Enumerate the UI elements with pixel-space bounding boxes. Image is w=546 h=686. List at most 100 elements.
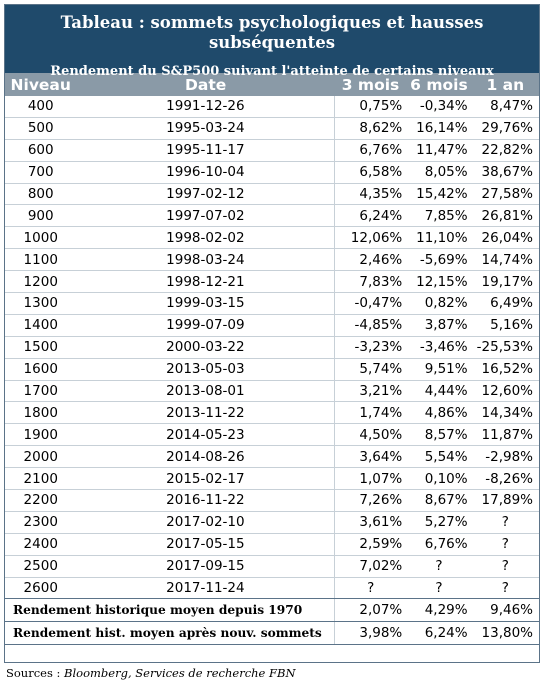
cell-1-an: 6,49% [471,292,539,315]
cell-6-mois: 4,86% [406,401,472,425]
summary-6-mois: 4,29% [406,598,472,623]
summary-3-mois: 2,07% [334,598,407,623]
cell-1-an: 11,87% [471,423,539,447]
table-row: 600 1995-11-17 6,76% 11,47% 22,82% [5,139,539,162]
cell-niveau: 600 [5,139,77,162]
cell-niveau: 2200 [5,489,77,512]
cell-date: 2014-08-26 [76,445,335,469]
table-row: 1900 2014-05-23 4,50% 8,57% 11,87% [5,423,539,447]
cell-3-mois: 6,76% [334,139,407,162]
cell-date: 2016-11-22 [76,489,335,512]
table-row: 1300 1999-03-15 -0,47% 0,82% 6,49% [5,292,539,315]
cell-1-an: 5,16% [471,314,539,337]
cell-niveau: 2000 [5,445,77,469]
cell-6-mois: ? [406,555,472,578]
table-row: 2500 2017-09-15 7,02%?? [5,555,539,578]
cell-3-mois: 3,61% [334,511,407,534]
table-row: 1600 2013-05-03 5,74% 9,51% 16,52% [5,358,539,381]
cell-niveau: 1500 [5,336,77,359]
cell-3-mois: 6,24% [334,204,407,228]
cell-3-mois: 1,07% [334,467,407,491]
cell-3-mois: 5,74% [334,358,407,381]
summary-6-mois: 6,24% [406,621,472,646]
table-row: 500 1995-03-24 8,62% 16,14% 29,76% [5,117,539,140]
cell-niveau: 2100 [5,467,77,491]
cell-6-mois: 6,76% [406,533,472,556]
cell-1-an: 8,47% [471,96,539,118]
sources-note: Sources : Bloomberg, Services de recherc… [6,666,296,680]
cell-1-an: 26,81% [471,204,539,228]
table-row: 1400 1999-07-09 -4,85% 3,87% 5,16% [5,314,539,337]
summary-row: Rendement hist. moyen après nouv. sommet… [5,621,539,646]
cell-3-mois: 0,75% [334,96,407,118]
cell-date: 1991-12-26 [76,96,335,118]
column-header-3-mois: 3 mois [341,75,400,94]
cell-1-an: 14,74% [471,248,539,272]
cell-3-mois: ? [334,577,407,600]
cell-date: 2015-02-17 [76,467,335,491]
table-subtitle: Rendement du S&P500 suivant l'atteinte d… [50,64,494,79]
cell-1-an: 29,76% [471,117,539,140]
cell-6-mois: 5,27% [406,511,472,534]
cell-niveau: 2300 [5,511,77,534]
cell-6-mois: 0,82% [406,292,472,315]
sources-text: Bloomberg, Services de recherche FBN [64,666,296,680]
cell-date: 1997-07-02 [76,204,335,228]
cell-1-an: 12,60% [471,380,539,403]
table-row: 2000 2014-08-26 3,64% 5,54% -2,98% [5,445,539,469]
table-card: Tableau : sommets psychologiques et haus… [4,4,540,663]
table-row: 700 1996-10-04 6,58% 8,05% 38,67% [5,161,539,184]
column-header-row: Niveau Date 3 mois 6 mois 1 an [5,73,539,96]
cell-6-mois: 5,54% [406,445,472,469]
summary-3-mois: 3,98% [334,621,407,646]
cell-6-mois: 15,42% [406,183,472,206]
cell-niveau: 400 [5,96,77,118]
cell-6-mois: 11,47% [406,139,472,162]
cell-1-an: -2,98% [471,445,539,469]
cell-1-an: 26,04% [471,226,539,250]
table-row: 2300 2017-02-10 3,61% 5,27%? [5,511,539,534]
cell-niveau: 1700 [5,380,77,403]
cell-6-mois: 7,85% [406,204,472,228]
summary-1-an: 13,80% [471,621,539,646]
column-header-niveau: Niveau [10,75,71,94]
sources-label: Sources : [6,666,65,680]
cell-3-mois: 3,64% [334,445,407,469]
title-block: Tableau : sommets psychologiques et haus… [5,5,539,79]
table-row: 1800 2013-11-22 1,74% 4,86% 14,34% [5,401,539,425]
cell-niveau: 1000 [5,226,77,250]
cell-date: 2013-08-01 [76,380,335,403]
cell-date: 1998-12-21 [76,270,335,294]
table-row: 1200 1998-12-21 7,83% 12,15% 19,17% [5,270,539,294]
cell-6-mois: 8,05% [406,161,472,184]
cell-niveau: 1800 [5,401,77,425]
cell-date: 2017-09-15 [76,555,335,578]
cell-6-mois: 16,14% [406,117,472,140]
cell-niveau: 2500 [5,555,77,578]
cell-date: 1995-11-17 [76,139,335,162]
cell-1-an: 38,67% [471,161,539,184]
cell-1-an: 22,82% [471,139,539,162]
cell-niveau: 1400 [5,314,77,337]
summary-body: Rendement historique moyen depuis 1970 2,… [5,598,539,646]
cell-3-mois: 3,21% [334,380,407,403]
cell-6-mois: ? [406,577,472,600]
cell-3-mois: 8,62% [334,117,407,140]
table-row: 2200 2016-11-22 7,26% 8,67% 17,89% [5,489,539,512]
cell-6-mois: -5,69% [406,248,472,272]
cell-3-mois: 4,35% [334,183,407,206]
column-header-6-mois: 6 mois [410,75,468,94]
cell-niveau: 1200 [5,270,77,294]
cell-3-mois: 2,59% [334,533,407,556]
cell-6-mois: 3,87% [406,314,472,337]
cell-3-mois: 12,06% [334,226,407,250]
table-row: 2100 2015-02-17 1,07% 0,10% -8,26% [5,467,539,491]
cell-3-mois: -4,85% [334,314,407,337]
cell-3-mois: 4,50% [334,423,407,447]
cell-1-an: 27,58% [471,183,539,206]
cell-date: 1997-02-12 [76,183,335,206]
table-body: 400 1991-12-26 0,75% -0,34% 8,47% 500 1995-03-… [5,96,539,600]
cell-date: 1995-03-24 [76,117,335,140]
cell-date: 1999-07-09 [76,314,335,337]
cell-6-mois: 8,57% [406,423,472,447]
